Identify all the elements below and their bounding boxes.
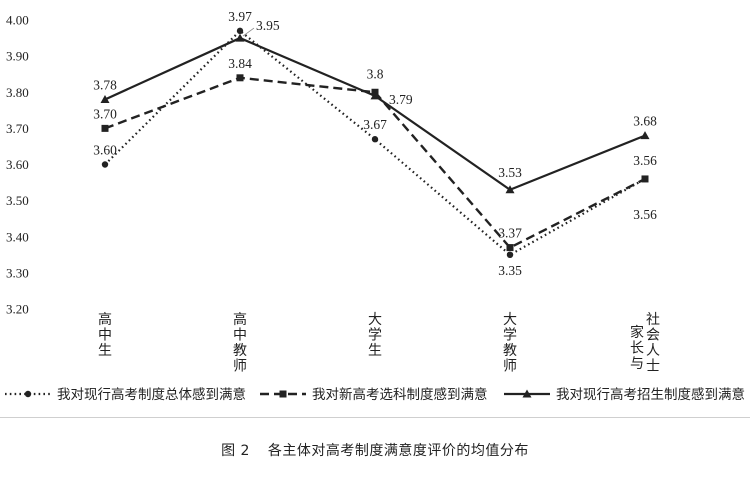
data-labels: 3.60 3.97 3.67 3.35 3.56 3.70 3.84 3.8 3.37 3.56 3…: [93, 9, 657, 278]
data-point: [101, 124, 109, 132]
data-point: [506, 251, 514, 259]
figure-title: 各主体对高考制度满意度评价的均值分布: [267, 443, 529, 459]
y-tick-label: 3.90: [6, 49, 29, 64]
y-tick-label: 3.30: [6, 265, 29, 280]
data-point: [100, 94, 110, 103]
data-point: [370, 91, 380, 100]
data-point: [505, 185, 515, 194]
chart-frame: 3.20 3.30 3.40 3.50 3.60 3.70 3.80 3.90 4.00 高中生…: [0, 9, 750, 418]
series-line-3: [104, 36, 646, 191]
legend-marker-2: [279, 390, 287, 398]
legend-label-3: 我对现行高考招生制度感到满意: [556, 386, 745, 403]
data-point: [640, 131, 650, 140]
series-lines: [104, 29, 646, 256]
data-point: [506, 244, 514, 252]
data-label: 3.95: [256, 18, 280, 33]
y-tick-label: 3.80: [6, 85, 29, 100]
data-point: [641, 175, 649, 183]
label-leader-line: [242, 27, 255, 37]
category-label: 社会人士: [646, 312, 660, 375]
data-label: 3.78: [93, 77, 117, 92]
data-point: [236, 27, 244, 35]
category-label: 大学生: [368, 312, 382, 359]
legend-marker-1: [24, 390, 32, 398]
category-label: 高中生: [98, 311, 112, 359]
y-tick-label: 3.60: [6, 157, 29, 172]
y-tick-label: 3.70: [6, 121, 29, 136]
category-label: 高中教师: [233, 311, 247, 375]
y-axis-ticks: 3.20 3.30 3.40 3.50 3.60 3.70 3.80 3.90 4.00: [6, 13, 29, 317]
y-tick-label: 4.00: [6, 13, 29, 28]
y-tick-label: 3.50: [6, 193, 29, 208]
category-label: 大学教师: [503, 312, 517, 375]
data-label: 3.56: [633, 207, 657, 222]
series-line-1: [104, 29, 646, 256]
y-tick-label: 3.40: [6, 229, 29, 244]
data-point: [235, 33, 245, 42]
data-label: 3.70: [93, 106, 117, 121]
legend: 我对现行高考制度总体感到满意 我对新高考选科制度感到满意 我对现行高考招生制度感到满…: [5, 386, 745, 403]
series-markers: [100, 27, 650, 259]
legend-label-2: 我对新高考选科制度感到满意: [312, 386, 488, 403]
data-label: 3.56: [633, 153, 657, 168]
line-chart: 3.20 3.30 3.40 3.50 3.60 3.70 3.80 3.90 4.00 高中生…: [5, 9, 745, 403]
data-point: [371, 136, 379, 143]
data-label: 3.8: [367, 66, 384, 81]
data-label: 3.53: [498, 165, 522, 180]
data-label: 3.37: [498, 226, 522, 241]
data-label: 3.84: [228, 56, 252, 71]
data-point: [101, 161, 109, 168]
figure-number: 图 2: [221, 443, 250, 459]
series-line-2: [104, 76, 646, 249]
category-label: 家长与: [630, 324, 644, 372]
data-label: 3.97: [228, 9, 252, 24]
data-label: 3.60: [93, 143, 117, 158]
legend-label-1: 我对现行高考制度总体感到满意: [57, 386, 246, 403]
data-label: 3.35: [498, 263, 522, 278]
data-label: 3.68: [633, 114, 657, 129]
figure-caption: 图 2 各主体对高考制度满意度评价的均值分布: [0, 440, 750, 460]
legend-marker-3: [522, 389, 532, 398]
y-tick-label: 3.20: [6, 302, 29, 317]
data-label: 3.79: [389, 92, 413, 107]
data-point: [236, 74, 244, 82]
data-label: 3.67: [363, 117, 387, 132]
